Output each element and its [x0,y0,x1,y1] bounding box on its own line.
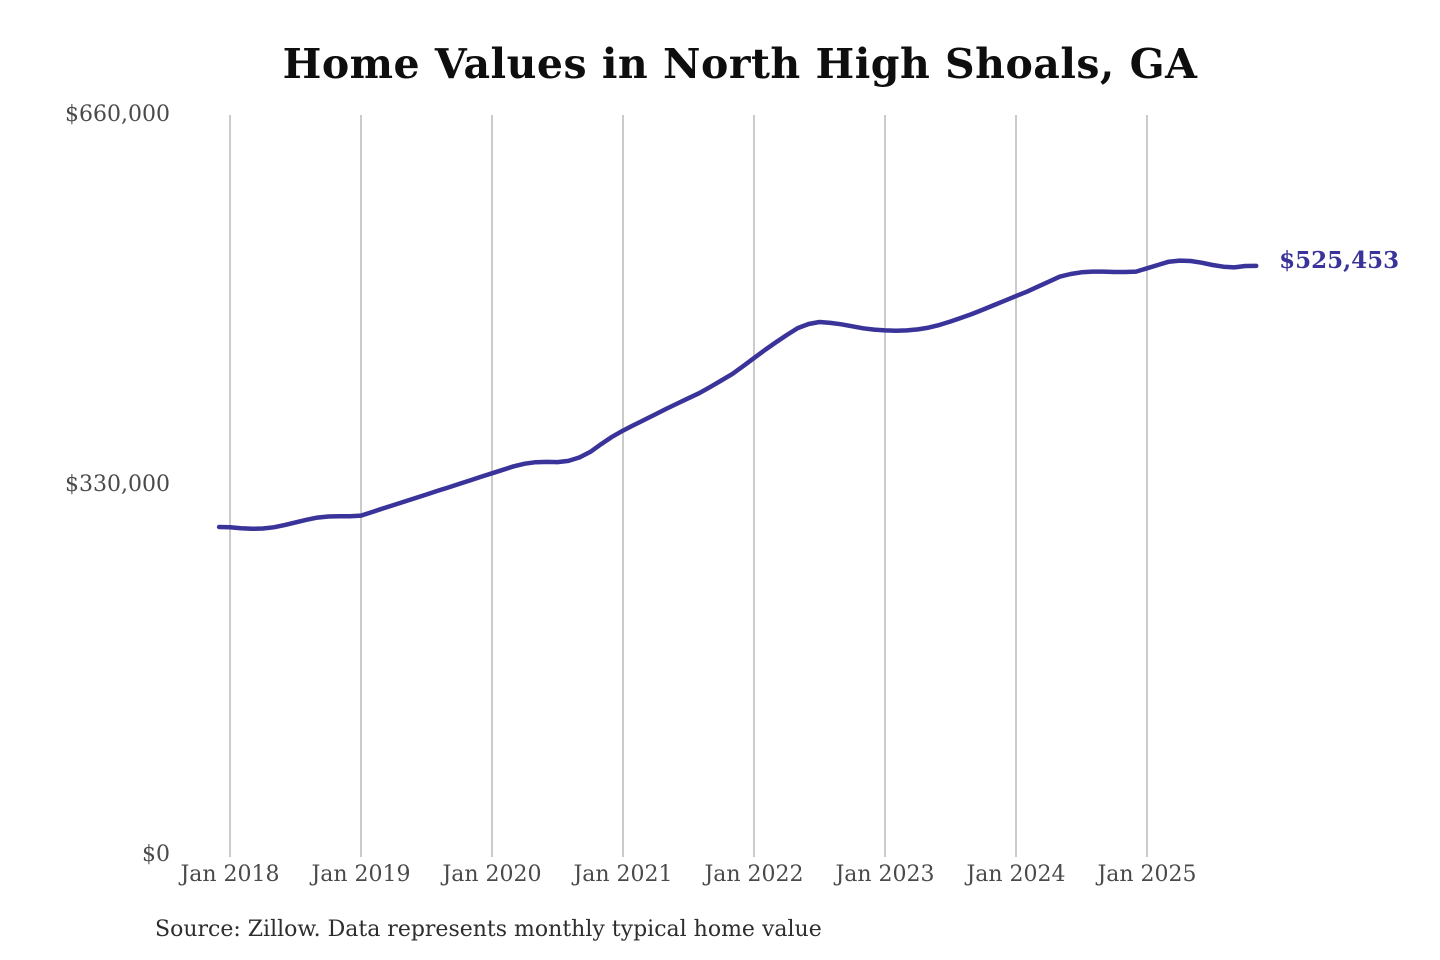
x-tick-label: Jan 2019 [311,862,411,887]
y-tick-label: $660,000 [65,102,170,127]
x-tick-label: Jan 2023 [835,862,935,887]
source-note: Source: Zillow. Data represents monthly … [155,917,822,942]
x-tick-label: Jan 2025 [1097,862,1197,887]
chart-title: Home Values in North High Shoals, GA [282,40,1198,88]
x-tick-label: Jan 2018 [180,862,280,887]
x-tick-label: Jan 2021 [573,862,673,887]
x-tick-label: Jan 2022 [704,862,804,887]
latest-value-label: $525,453 [1279,246,1400,274]
x-tick-label: Jan 2020 [442,862,542,887]
x-tick-label: Jan 2024 [966,862,1066,887]
y-tick-label: $0 [142,842,170,867]
y-tick-label: $330,000 [65,472,170,497]
home-value-line [216,258,1259,532]
